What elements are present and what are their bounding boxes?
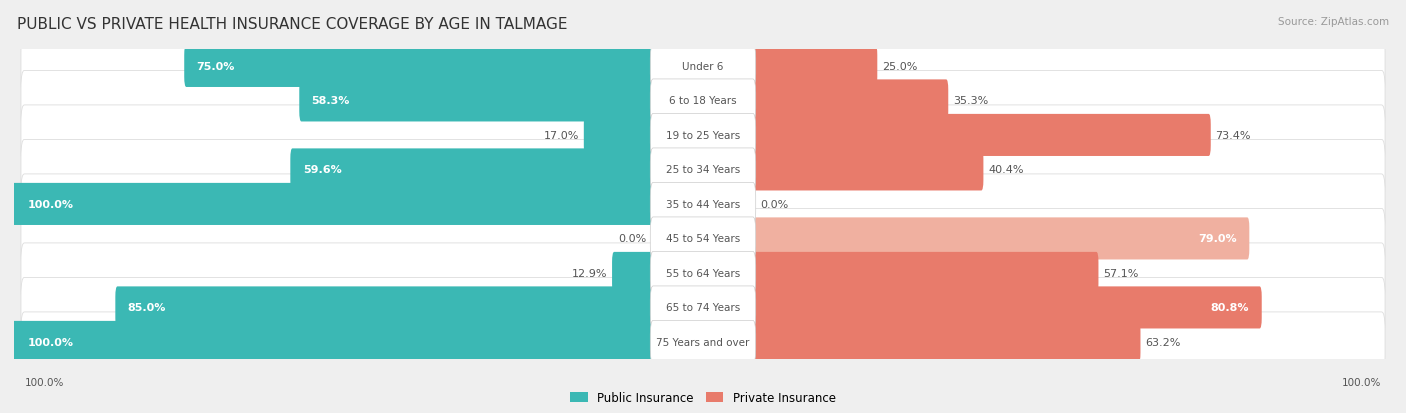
Text: 57.1%: 57.1%	[1104, 268, 1139, 278]
FancyBboxPatch shape	[651, 114, 755, 157]
Text: 35 to 44 Years: 35 to 44 Years	[666, 199, 740, 209]
FancyBboxPatch shape	[702, 287, 1261, 329]
FancyBboxPatch shape	[21, 174, 1385, 235]
FancyBboxPatch shape	[651, 217, 755, 260]
Text: 100.0%: 100.0%	[24, 377, 63, 387]
FancyBboxPatch shape	[184, 46, 704, 88]
Text: 58.3%: 58.3%	[312, 96, 350, 106]
FancyBboxPatch shape	[290, 149, 704, 191]
Text: 65 to 74 Years: 65 to 74 Years	[666, 303, 740, 313]
FancyBboxPatch shape	[702, 252, 1098, 294]
Text: 75.0%: 75.0%	[197, 62, 235, 72]
FancyBboxPatch shape	[651, 45, 755, 88]
FancyBboxPatch shape	[651, 149, 755, 192]
FancyBboxPatch shape	[702, 149, 983, 191]
FancyBboxPatch shape	[651, 80, 755, 123]
FancyBboxPatch shape	[13, 321, 704, 363]
Text: 59.6%: 59.6%	[302, 165, 342, 175]
Text: Under 6: Under 6	[682, 62, 724, 72]
Text: 85.0%: 85.0%	[128, 303, 166, 313]
Text: 0.0%: 0.0%	[759, 199, 789, 209]
Text: 12.9%: 12.9%	[572, 268, 607, 278]
Text: 79.0%: 79.0%	[1198, 234, 1237, 244]
FancyBboxPatch shape	[702, 321, 1140, 363]
FancyBboxPatch shape	[299, 80, 704, 122]
Text: 73.4%: 73.4%	[1216, 131, 1251, 140]
FancyBboxPatch shape	[21, 278, 1385, 338]
Text: 80.8%: 80.8%	[1211, 303, 1250, 313]
FancyBboxPatch shape	[702, 80, 948, 122]
FancyBboxPatch shape	[21, 37, 1385, 97]
Text: Source: ZipAtlas.com: Source: ZipAtlas.com	[1278, 17, 1389, 26]
Text: PUBLIC VS PRIVATE HEALTH INSURANCE COVERAGE BY AGE IN TALMAGE: PUBLIC VS PRIVATE HEALTH INSURANCE COVER…	[17, 17, 568, 31]
FancyBboxPatch shape	[702, 114, 1211, 157]
FancyBboxPatch shape	[651, 320, 755, 363]
FancyBboxPatch shape	[21, 140, 1385, 200]
FancyBboxPatch shape	[21, 243, 1385, 303]
Text: 40.4%: 40.4%	[988, 165, 1024, 175]
FancyBboxPatch shape	[115, 287, 704, 329]
Text: 17.0%: 17.0%	[544, 131, 579, 140]
Text: 19 to 25 Years: 19 to 25 Years	[666, 131, 740, 140]
Text: 63.2%: 63.2%	[1146, 337, 1181, 347]
Text: 100.0%: 100.0%	[28, 337, 75, 347]
Text: 45 to 54 Years: 45 to 54 Years	[666, 234, 740, 244]
FancyBboxPatch shape	[702, 46, 877, 88]
FancyBboxPatch shape	[583, 114, 704, 157]
Text: 100.0%: 100.0%	[28, 199, 75, 209]
Text: 25.0%: 25.0%	[882, 62, 918, 72]
FancyBboxPatch shape	[21, 106, 1385, 166]
FancyBboxPatch shape	[21, 209, 1385, 269]
Text: 25 to 34 Years: 25 to 34 Years	[666, 165, 740, 175]
FancyBboxPatch shape	[612, 252, 704, 294]
Text: 35.3%: 35.3%	[953, 96, 988, 106]
FancyBboxPatch shape	[702, 218, 1250, 260]
FancyBboxPatch shape	[13, 183, 704, 225]
FancyBboxPatch shape	[651, 183, 755, 226]
Text: 75 Years and over: 75 Years and over	[657, 337, 749, 347]
FancyBboxPatch shape	[21, 312, 1385, 372]
Legend: Public Insurance, Private Insurance: Public Insurance, Private Insurance	[565, 387, 841, 409]
FancyBboxPatch shape	[651, 286, 755, 329]
Text: 100.0%: 100.0%	[1343, 377, 1382, 387]
Text: 55 to 64 Years: 55 to 64 Years	[666, 268, 740, 278]
FancyBboxPatch shape	[21, 71, 1385, 131]
FancyBboxPatch shape	[651, 252, 755, 295]
Text: 0.0%: 0.0%	[617, 234, 647, 244]
Text: 6 to 18 Years: 6 to 18 Years	[669, 96, 737, 106]
